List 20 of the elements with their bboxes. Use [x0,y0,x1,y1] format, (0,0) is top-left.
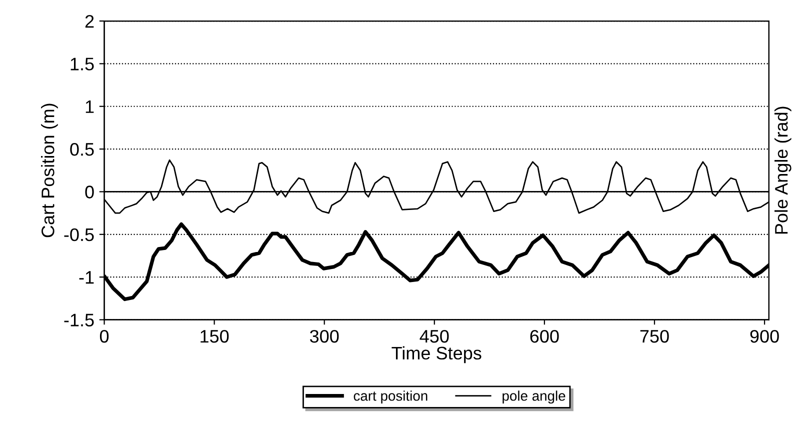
y-tick-label: 0 [85,186,94,198]
x-tick-label: 750 [640,330,669,343]
x-tick-label: 600 [530,330,559,343]
legend-label: pole angle [502,390,566,404]
y-tick-label: -1.5 [64,314,94,326]
x-tick-label: 300 [310,330,339,343]
y-tick-label: 0.5 [70,142,94,156]
y-tick-label: 1.5 [70,58,94,70]
x-tick-label: 450 [420,330,449,343]
x-tick-label: 0 [100,330,109,343]
x-tick-label: 150 [200,330,229,343]
y-axis-title: Cart Position (m) [41,104,58,238]
legend-label: cart position [354,390,428,404]
x-axis-title: Time Steps [392,346,482,364]
y-tick-label: -1 [79,271,94,284]
y-tick-label: -0.5 [64,228,94,242]
y2-axis-title: Pole Angle (rad) [774,106,792,234]
y-tick-label: 1 [86,100,94,113]
x-tick-label: 900 [750,330,779,343]
y-tick-label: 2 [85,14,94,28]
